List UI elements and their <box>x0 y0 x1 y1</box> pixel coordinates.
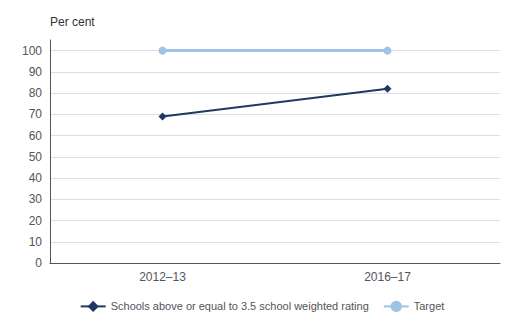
svg-text:100: 100 <box>22 44 42 58</box>
svg-text:90: 90 <box>29 65 43 79</box>
svg-text:10: 10 <box>29 235 43 249</box>
svg-text:60: 60 <box>29 129 43 143</box>
svg-text:40: 40 <box>29 171 43 185</box>
svg-text:80: 80 <box>29 86 43 100</box>
svg-text:2012–13: 2012–13 <box>139 270 186 284</box>
svg-text:30: 30 <box>29 192 43 206</box>
svg-text:Per cent: Per cent <box>50 15 95 29</box>
svg-text:0: 0 <box>35 256 42 270</box>
svg-text:50: 50 <box>29 150 43 164</box>
svg-text:2016–17: 2016–17 <box>364 270 411 284</box>
svg-text:Target: Target <box>414 300 445 312</box>
svg-text:Schools above or equal to 3.5: Schools above or equal to 3.5 school wei… <box>111 300 369 312</box>
svg-text:20: 20 <box>29 214 43 228</box>
svg-text:70: 70 <box>29 107 43 121</box>
